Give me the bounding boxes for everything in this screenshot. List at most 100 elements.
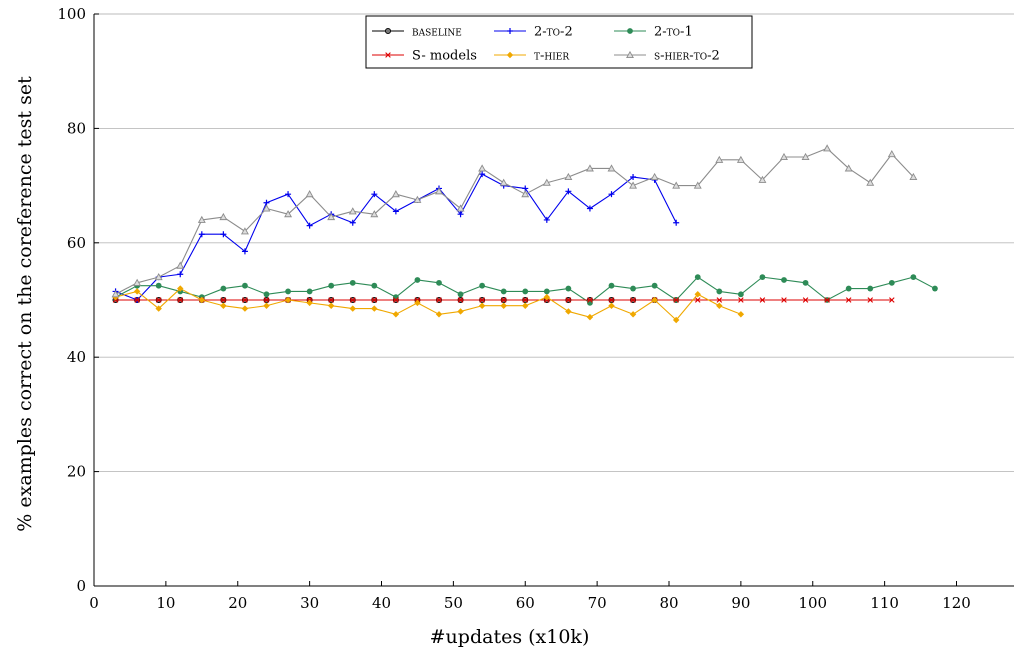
data-point: [909, 172, 918, 181]
data-point: [672, 181, 681, 189]
data-point: [673, 297, 679, 303]
x-tick-label: 50: [444, 594, 463, 612]
legend-marker: [627, 28, 633, 34]
legend-item: BASELINE: [372, 25, 462, 40]
data-point: [759, 297, 766, 303]
data-point: [608, 302, 615, 309]
data-point: [630, 285, 636, 292]
data-point: [521, 190, 530, 198]
data-point: [413, 195, 422, 203]
data-point: [242, 282, 248, 289]
data-point: [802, 297, 809, 303]
data-point: [932, 285, 938, 292]
data-point: [801, 152, 810, 161]
y-tick-label: 80: [67, 119, 86, 137]
x-tick-label: 80: [659, 594, 678, 612]
data-point: [242, 297, 248, 303]
legend-item: T-HIER: [494, 49, 569, 64]
data-point: [910, 274, 917, 281]
data-point: [564, 172, 573, 181]
data-point: [349, 297, 356, 303]
data-point: [414, 277, 421, 283]
data-point: [499, 178, 508, 186]
data-point: [436, 297, 442, 303]
y-axis-title: % examples correct on the coreference te…: [14, 76, 36, 532]
data-point: [759, 274, 766, 281]
data-point: [737, 291, 744, 298]
data-point: [327, 212, 336, 221]
data-point: [716, 302, 723, 309]
data-point: [845, 297, 852, 303]
data-point: [306, 288, 313, 295]
legend-label: S- models: [412, 49, 477, 64]
data-point: [522, 302, 529, 309]
series-line: [115, 147, 914, 295]
data-point: [542, 178, 551, 186]
data-point: [587, 299, 593, 306]
data-point: [737, 311, 745, 318]
data-point: [586, 313, 594, 321]
x-axis-title: #updates (x10k): [430, 626, 590, 648]
data-point: [133, 288, 141, 295]
data-point: [435, 311, 443, 318]
data-point: [608, 191, 615, 198]
data-point: [284, 210, 293, 218]
data-point: [177, 297, 184, 303]
legend-label: T-HIER: [534, 49, 569, 64]
data-point: [522, 297, 529, 303]
data-point: [435, 187, 443, 195]
data-point: [134, 297, 140, 303]
x-tick-label: 40: [372, 594, 391, 612]
data-point: [392, 294, 399, 301]
data-point: [867, 285, 874, 292]
data-point: [348, 207, 357, 215]
data-point: [370, 210, 379, 218]
data-point: [478, 302, 486, 309]
plot-area: [111, 144, 938, 324]
data-point: [414, 299, 421, 307]
data-point: [176, 261, 185, 269]
data-point: [844, 164, 853, 172]
data-point: [630, 297, 636, 303]
series-line: [115, 288, 742, 321]
data-point: [716, 288, 723, 295]
data-point: [478, 164, 487, 172]
legend-label: 2-TO-1: [654, 25, 693, 40]
legend-marker: [385, 52, 391, 58]
data-point: [867, 297, 874, 303]
data-point: [781, 297, 787, 303]
data-point: [328, 297, 334, 303]
data-point: [263, 302, 270, 309]
legend-box: [365, 15, 753, 69]
data-point: [284, 296, 292, 304]
data-point: [585, 164, 594, 172]
data-point: [349, 279, 356, 286]
data-point: [479, 297, 485, 303]
data-point: [327, 302, 335, 309]
data-point: [220, 285, 227, 292]
legend: BASELINE 2-TO-2 2-TO-1 S- models T-HIER S-HIE…: [365, 15, 753, 69]
y-tick-label: 40: [67, 348, 86, 366]
data-point: [587, 297, 593, 303]
data-point: [457, 211, 464, 218]
y-tick-label: 20: [67, 463, 86, 481]
x-tick-label: 120: [942, 594, 971, 612]
series-s-hier-to-2: [111, 144, 918, 298]
legend-item: S- models: [372, 49, 477, 64]
data-point: [522, 288, 529, 295]
data-point: [824, 297, 830, 303]
data-point: [565, 308, 572, 315]
data-point: [650, 172, 659, 181]
data-point: [436, 279, 442, 286]
data-point: [565, 297, 572, 303]
data-point: [889, 297, 895, 303]
y-tick-label: 60: [67, 234, 86, 252]
legend-item: 2-TO-1: [614, 25, 693, 40]
data-point: [371, 282, 378, 289]
x-tick-label: 0: [89, 594, 99, 612]
data-point: [328, 282, 335, 289]
data-point: [457, 291, 464, 298]
data-point: [630, 174, 637, 181]
legend-item: 2-TO-2: [494, 25, 573, 40]
